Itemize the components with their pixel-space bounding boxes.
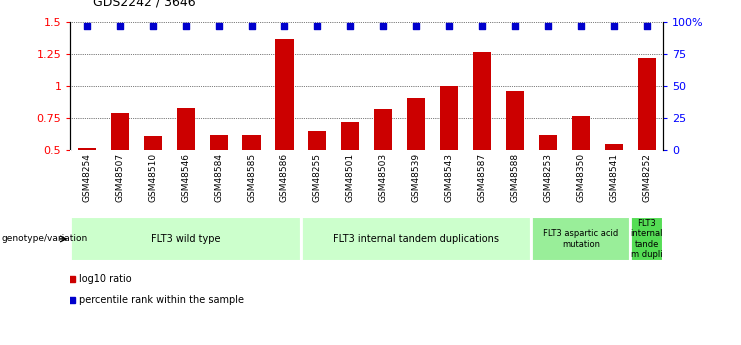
Point <box>345 23 356 28</box>
Text: GSM48543: GSM48543 <box>445 153 453 203</box>
Text: GSM48252: GSM48252 <box>642 153 651 202</box>
Bar <box>473 52 491 150</box>
Point <box>213 23 225 28</box>
Point <box>575 23 587 28</box>
Point <box>114 23 126 28</box>
Text: GSM48253: GSM48253 <box>543 153 553 203</box>
FancyBboxPatch shape <box>301 217 531 261</box>
Text: FLT3
internal
tande
m dupli: FLT3 internal tande m dupli <box>631 219 663 259</box>
Point <box>147 23 159 28</box>
Bar <box>342 122 359 150</box>
Text: GDS2242 / 3646: GDS2242 / 3646 <box>93 0 195 9</box>
Bar <box>506 91 524 150</box>
Bar <box>374 109 392 150</box>
Text: GSM48539: GSM48539 <box>412 153 421 203</box>
Text: GSM48585: GSM48585 <box>247 153 256 203</box>
Text: GSM48586: GSM48586 <box>280 153 289 203</box>
Bar <box>572 116 590 150</box>
Point <box>279 23 290 28</box>
Bar <box>110 113 129 150</box>
Text: GSM48584: GSM48584 <box>214 153 223 203</box>
Text: GSM48541: GSM48541 <box>609 153 618 203</box>
Text: percentile rank within the sample: percentile rank within the sample <box>79 295 245 305</box>
Point <box>180 23 192 28</box>
Point <box>81 23 93 28</box>
Bar <box>407 98 425 150</box>
Bar <box>440 86 458 150</box>
Point <box>311 23 323 28</box>
Point <box>542 23 554 28</box>
Text: FLT3 aspartic acid
mutation: FLT3 aspartic acid mutation <box>543 229 619 249</box>
Point <box>443 23 455 28</box>
Bar <box>242 135 261 150</box>
Bar <box>176 108 195 150</box>
Point <box>509 23 521 28</box>
Point <box>608 23 619 28</box>
Text: GSM48255: GSM48255 <box>313 153 322 203</box>
Text: GSM48350: GSM48350 <box>576 153 585 203</box>
Text: log10 ratio: log10 ratio <box>79 275 132 284</box>
Point <box>641 23 653 28</box>
Bar <box>638 58 656 150</box>
Bar <box>78 148 96 150</box>
FancyBboxPatch shape <box>531 217 631 261</box>
Text: genotype/variation: genotype/variation <box>1 234 87 244</box>
Text: FLT3 internal tandem duplications: FLT3 internal tandem duplications <box>333 234 499 244</box>
Point <box>377 23 389 28</box>
Point <box>411 23 422 28</box>
Text: GSM48501: GSM48501 <box>346 153 355 203</box>
Bar <box>605 144 623 150</box>
Text: GSM48587: GSM48587 <box>477 153 487 203</box>
Bar <box>210 135 227 150</box>
Bar <box>144 136 162 150</box>
Text: FLT3 wild type: FLT3 wild type <box>151 234 220 244</box>
FancyBboxPatch shape <box>631 217 663 261</box>
FancyBboxPatch shape <box>70 217 301 261</box>
Point <box>245 23 257 28</box>
Text: GSM48254: GSM48254 <box>82 153 91 202</box>
Bar <box>308 131 327 150</box>
Text: GSM48503: GSM48503 <box>379 153 388 203</box>
Text: GSM48588: GSM48588 <box>511 153 519 203</box>
Point <box>476 23 488 28</box>
Bar <box>276 39 293 150</box>
Text: GSM48507: GSM48507 <box>116 153 124 203</box>
Text: GSM48510: GSM48510 <box>148 153 157 203</box>
Text: GSM48546: GSM48546 <box>181 153 190 203</box>
Bar <box>539 135 557 150</box>
